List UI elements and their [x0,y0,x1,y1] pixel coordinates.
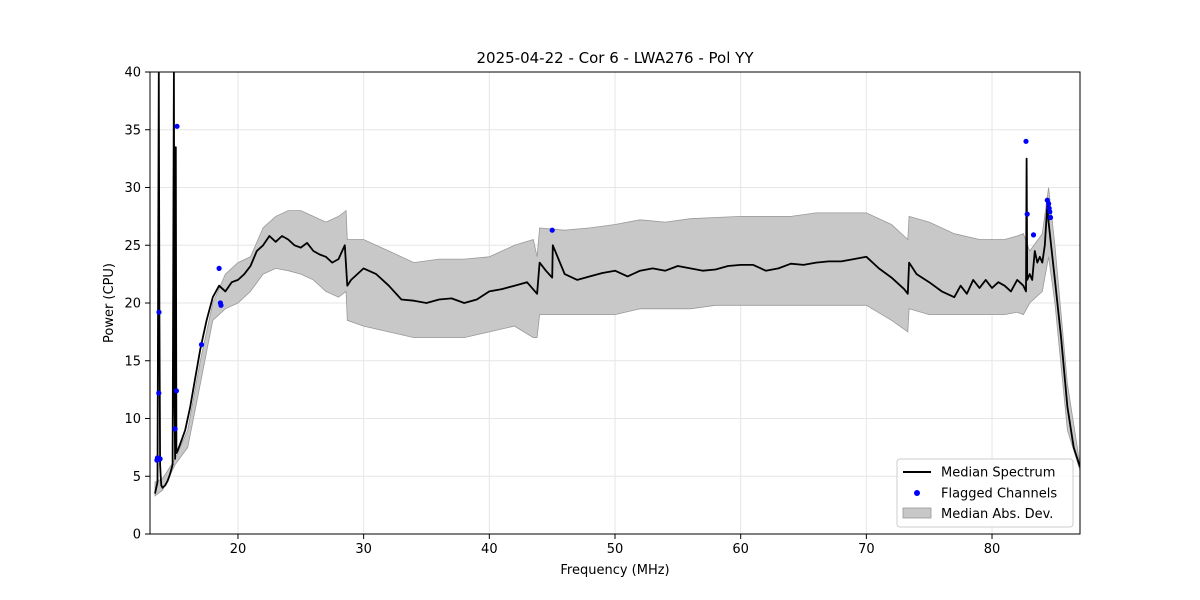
legend-box [896,458,1074,528]
y-tick-label: 35 [124,123,141,138]
x-tick-label: 20 [230,542,247,557]
x-tick-label: 70 [858,542,875,557]
y-tick-label: 0 [133,528,141,543]
x-tick-label: 80 [984,542,1001,557]
mad-band [154,187,1080,497]
flagged-point [1030,232,1037,238]
flagged-point [216,265,222,271]
x-axis-label: Frequency (MHz) [560,563,669,578]
y-tick-label: 30 [124,181,141,196]
flagged-point [1047,214,1054,221]
x-tick-label: 50 [607,542,624,557]
median-line-layer [154,72,1080,494]
x-tick-label: 30 [355,542,372,557]
flagged-point [1047,209,1053,215]
legend: Median Spectrum Flagged Channels Median … [896,458,1074,528]
flagged-point [1024,211,1030,217]
flagged-point [173,388,179,394]
x-axis-ticks: 20 30 40 50 60 70 80 [230,534,1001,557]
mad-band-layer [154,187,1080,497]
y-tick-label: 15 [124,354,141,369]
y-tick-label: 25 [124,239,141,254]
flagged-point [1023,138,1029,144]
flagged-point [1046,201,1052,207]
flagged-point [156,390,162,396]
flagged-point [174,123,180,129]
y-tick-label: 40 [124,66,141,81]
flagged-point [157,456,163,462]
y-tick-label: 5 [133,470,141,485]
x-tick-label: 60 [732,542,749,557]
flagged-point [218,302,224,308]
legend-flagged-swatch [914,490,920,496]
flagged-point [549,227,555,233]
flagged-points-layer [154,123,1054,463]
y-tick-label: 10 [124,412,141,427]
x-tick-label: 40 [481,542,498,557]
flagged-point [198,342,205,348]
y-axis-label: Power (CPU) [102,263,117,343]
legend-mad-swatch [902,507,932,519]
legend-median-label: Median Spectrum [941,466,1055,481]
legend-flagged-label: Flagged Channels [941,487,1057,502]
chart-title: 2025-04-22 - Cor 6 - LWA276 - Pol YY [477,49,755,67]
flagged-point [172,426,178,432]
y-axis-ticks: 0 5 10 15 20 25 30 35 40 [124,66,150,543]
median-spectrum-line [154,72,1080,494]
flagged-point [156,309,162,315]
y-tick-label: 20 [124,297,141,312]
legend-mad-label: Median Abs. Dev. [941,507,1053,522]
